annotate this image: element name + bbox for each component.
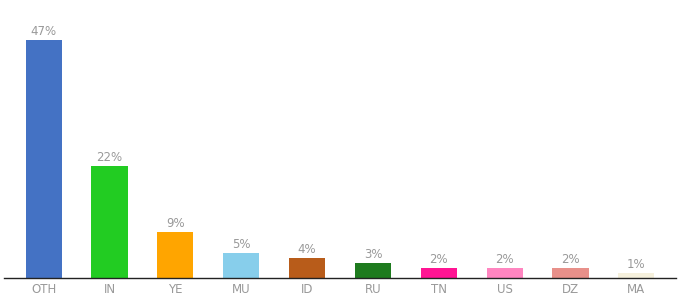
Bar [157,232,194,278]
Text: 2%: 2% [430,253,448,266]
Text: 3%: 3% [364,248,382,261]
Text: 2%: 2% [495,253,514,266]
Bar [552,268,589,278]
Text: 9%: 9% [166,217,185,230]
Text: 22%: 22% [97,152,122,164]
Bar [91,167,128,278]
Text: 2%: 2% [561,253,580,266]
Bar [421,268,457,278]
Text: 5%: 5% [232,238,250,250]
Text: 47%: 47% [31,25,56,38]
Bar [289,258,325,278]
Bar [26,40,62,278]
Bar [618,273,654,278]
Text: 4%: 4% [298,243,316,256]
Bar [223,253,259,278]
Bar [486,268,523,278]
Text: 1%: 1% [627,258,645,271]
Bar [355,263,391,278]
